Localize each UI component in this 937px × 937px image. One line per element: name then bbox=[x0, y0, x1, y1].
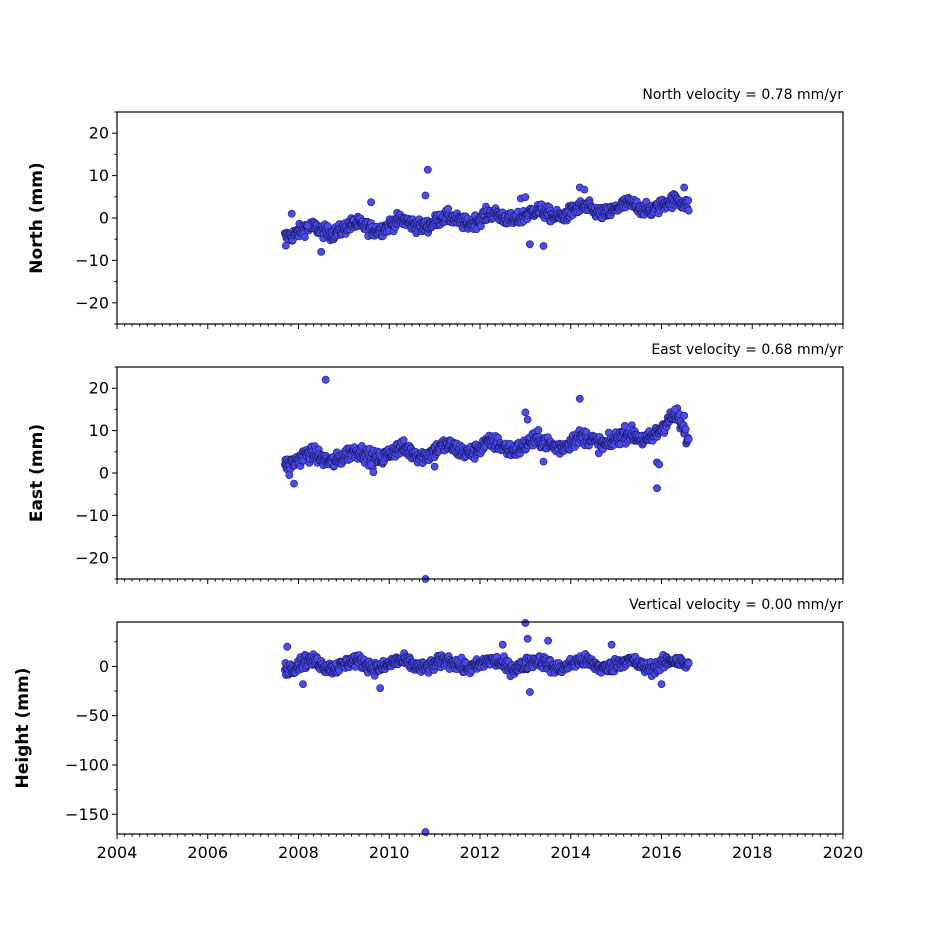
outlier-point bbox=[283, 642, 292, 651]
data-point bbox=[399, 436, 408, 445]
outlier-point bbox=[671, 405, 679, 414]
ytick-label: 20 bbox=[89, 124, 109, 143]
outlier-point bbox=[498, 640, 507, 649]
outlier-point bbox=[539, 457, 548, 466]
ytick-label: −50 bbox=[75, 706, 109, 725]
ytick-label: 20 bbox=[89, 379, 109, 398]
panel-height-ylabel: Height (mm) bbox=[13, 668, 33, 789]
panel-north-yticklabels: 20 10 0 −10 −20 bbox=[75, 124, 109, 313]
outlier-point bbox=[657, 680, 666, 688]
ytick-label: 10 bbox=[89, 421, 109, 440]
panel-east-points bbox=[280, 375, 693, 583]
outlier-point bbox=[607, 640, 616, 649]
data-point bbox=[684, 206, 693, 215]
ytick-label: −10 bbox=[75, 251, 109, 270]
panel-height-title: Vertical velocity = 0.00 mm/yr bbox=[629, 597, 843, 613]
outlier-point bbox=[367, 460, 375, 469]
outlier-point bbox=[680, 411, 689, 420]
outlier-point bbox=[421, 191, 430, 200]
panel-height: Vertical velocity = 0.00 mm/yr Height (m… bbox=[13, 597, 863, 862]
outlier-point bbox=[376, 684, 385, 692]
data-point bbox=[444, 204, 452, 213]
ytick-label: −20 bbox=[75, 548, 109, 567]
panel-height-yticklabels: 0 −50 −100 −150 bbox=[65, 657, 109, 824]
outlier-point bbox=[367, 198, 375, 207]
panel-north-points bbox=[280, 165, 693, 256]
data-point bbox=[681, 425, 690, 434]
panel-north: North velocity = 0.78 mm/yr North (mm) 2… bbox=[27, 87, 844, 329]
xtick-label: 2006 bbox=[187, 843, 228, 862]
ytick-label: −20 bbox=[75, 293, 109, 312]
outlier-point bbox=[523, 634, 532, 643]
panel-east-frame bbox=[116, 366, 844, 580]
data-point bbox=[684, 435, 693, 444]
outlier-point bbox=[303, 221, 312, 230]
xtick-label: 2020 bbox=[823, 843, 864, 862]
outlier-point bbox=[299, 680, 307, 688]
outlier-point bbox=[523, 415, 532, 424]
panel-height-frame bbox=[116, 621, 844, 835]
xtick-label: 2014 bbox=[550, 843, 591, 862]
outlier-point bbox=[287, 209, 296, 218]
outlier-point bbox=[285, 471, 294, 479]
panel-east-title: East velocity = 0.68 mm/yr bbox=[651, 342, 843, 358]
panel-east: East velocity = 0.68 mm/yr East (mm) 20 … bbox=[27, 342, 844, 584]
outlier-point bbox=[281, 241, 290, 250]
outlier-point bbox=[680, 183, 689, 192]
outlier-point bbox=[521, 619, 530, 627]
ytick-label: 0 bbox=[99, 209, 109, 228]
outlier-point bbox=[521, 193, 530, 202]
outlier-point bbox=[526, 688, 534, 696]
panel-north-ylabel: North (mm) bbox=[27, 162, 47, 273]
data-point bbox=[300, 233, 309, 241]
outlier-point bbox=[544, 636, 552, 645]
xtick-label: 2008 bbox=[278, 843, 319, 862]
data-point bbox=[684, 659, 693, 668]
panel-east-yticklabels: 20 10 0 −10 −20 bbox=[75, 379, 109, 568]
ytick-label: 10 bbox=[89, 166, 109, 185]
outlier-point bbox=[423, 165, 432, 174]
outlier-point bbox=[430, 462, 439, 471]
xtick-label: 2016 bbox=[641, 843, 682, 862]
data-point bbox=[684, 196, 693, 205]
outlier-point bbox=[369, 468, 378, 477]
data-point bbox=[534, 426, 543, 434]
outlier-point bbox=[521, 408, 530, 417]
xtick-label: 2012 bbox=[460, 843, 501, 862]
outlier-point bbox=[526, 240, 534, 249]
xtick-label: 2010 bbox=[369, 843, 410, 862]
outlier-point bbox=[653, 484, 661, 493]
ytick-label: −150 bbox=[65, 805, 109, 824]
outlier-point bbox=[290, 479, 298, 488]
x-axis-ticklabels: 2004 2006 2008 2010 2012 2014 2016 2018 … bbox=[97, 843, 864, 862]
ytick-label: 0 bbox=[99, 464, 109, 483]
outlier-point bbox=[655, 460, 664, 469]
outlier-point bbox=[580, 185, 589, 194]
xtick-label: 2004 bbox=[97, 843, 138, 862]
outlier-point bbox=[317, 247, 326, 256]
panel-height-points bbox=[280, 619, 693, 836]
ytick-label: −10 bbox=[75, 506, 109, 525]
outlier-point bbox=[321, 375, 330, 384]
panel-east-ylabel: East (mm) bbox=[27, 424, 47, 522]
ytick-label: 0 bbox=[99, 657, 109, 676]
ytick-label: −100 bbox=[65, 755, 109, 774]
outlier-point bbox=[575, 394, 584, 403]
data-point bbox=[620, 421, 629, 430]
panel-north-title: North velocity = 0.78 mm/yr bbox=[642, 87, 843, 103]
xtick-label: 2018 bbox=[732, 843, 773, 862]
panel-north-frame bbox=[116, 111, 844, 325]
outlier-point bbox=[539, 242, 548, 250]
